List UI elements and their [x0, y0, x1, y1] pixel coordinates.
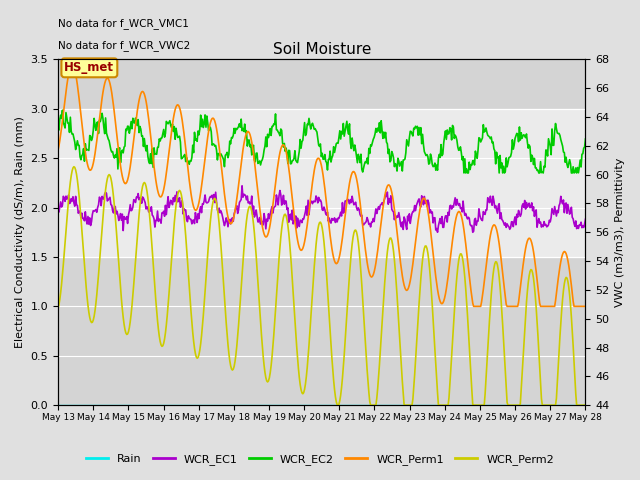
Title: Soil Moisture: Soil Moisture — [273, 42, 371, 57]
Bar — [58, 109, 586, 257]
Y-axis label: VWC (m3/m3), Permittivity: VWC (m3/m3), Permittivity — [615, 157, 625, 307]
Y-axis label: Electrical Conductivity (dS/m), Rain (mm): Electrical Conductivity (dS/m), Rain (mm… — [15, 116, 25, 348]
Text: No data for f_WCR_VWC2: No data for f_WCR_VWC2 — [58, 40, 190, 51]
Text: HS_met: HS_met — [65, 61, 115, 74]
Text: No data for f_WCR_VMC1: No data for f_WCR_VMC1 — [58, 18, 189, 29]
Legend: Rain, WCR_EC1, WCR_EC2, WCR_Perm1, WCR_Perm2: Rain, WCR_EC1, WCR_EC2, WCR_Perm1, WCR_P… — [82, 450, 558, 469]
